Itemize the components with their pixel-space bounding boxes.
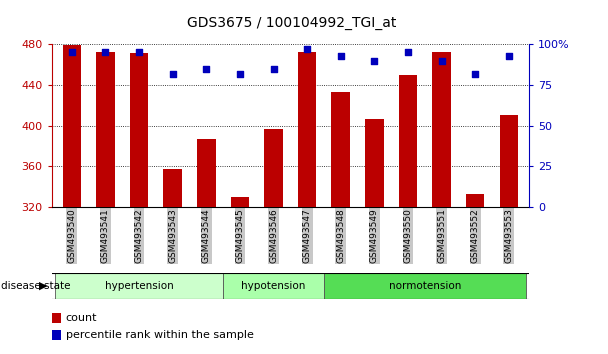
Text: ▶: ▶ (39, 281, 47, 291)
Point (504, 53, 514, 58)
Text: hypertension: hypertension (105, 281, 173, 291)
Point (336, 53, 345, 58)
Point (269, 66, 278, 72)
Bar (298, 52, 316, 207)
Point (437, 58, 446, 63)
Bar (63, 45, 81, 207)
Bar (55, 273, 223, 299)
Point (201, 66, 211, 72)
Bar (223, 273, 324, 299)
Bar (130, 53, 148, 207)
Text: normotension: normotension (389, 281, 461, 291)
Point (168, 71, 178, 76)
Text: GDS3675 / 100104992_TGI_at: GDS3675 / 100104992_TGI_at (187, 16, 396, 30)
Bar (331, 92, 350, 207)
Point (134, 50, 144, 55)
Bar (52, 330, 61, 340)
Bar (466, 194, 485, 207)
Bar (365, 119, 384, 207)
Bar (230, 197, 249, 207)
Point (302, 46, 312, 52)
Bar (96, 52, 115, 207)
Bar (52, 313, 61, 323)
Bar (324, 273, 525, 299)
Point (370, 58, 379, 63)
Point (403, 50, 413, 55)
Bar (432, 52, 451, 207)
Bar (500, 115, 518, 207)
Text: disease state: disease state (1, 281, 71, 291)
Text: percentile rank within the sample: percentile rank within the sample (66, 330, 254, 340)
Point (100, 50, 110, 55)
Bar (399, 75, 417, 207)
Bar (197, 139, 215, 207)
Point (235, 71, 245, 76)
Text: count: count (66, 313, 97, 323)
Text: hypotension: hypotension (241, 281, 306, 291)
Point (67, 50, 77, 55)
Point (471, 71, 480, 76)
Bar (264, 129, 283, 207)
Bar (164, 170, 182, 207)
